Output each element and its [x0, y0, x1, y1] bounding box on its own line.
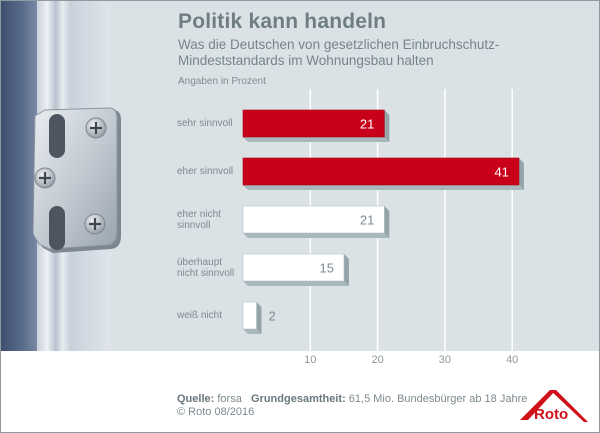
bar-bottom-face-2 [243, 233, 390, 238]
bar-3 [242, 253, 345, 282]
category-label-2: eher nicht sinnvoll [177, 208, 221, 231]
bar-bottom-face-1 [243, 185, 524, 190]
source-value: forsa [217, 393, 242, 405]
bar-value-label-1: 41 [494, 165, 508, 180]
bar-value-label-3: 15 [319, 261, 333, 276]
logo-text: Roto [534, 406, 568, 423]
bar-2 [242, 205, 385, 234]
window-frame [1, 1, 37, 351]
source-label: Quelle: [177, 393, 215, 405]
hinge-icon [33, 107, 121, 253]
bar-value-label-0: 21 [360, 117, 374, 132]
roto-logo: Roto [520, 390, 588, 423]
hinge-photo [1, 1, 121, 351]
category-label-1: eher sinnvoll [177, 166, 234, 177]
bar-1 [242, 157, 520, 186]
bar-bottom-face-0 [243, 137, 390, 142]
category-label-4: weiß nicht [177, 310, 223, 321]
category-label-3: überhaupt nicht sinnvoll [177, 256, 235, 279]
tick-label-10: 10 [304, 354, 317, 366]
footer-source: Quelle: forsa Grundgesamtheit: 61,5 Mio.… [177, 393, 527, 405]
unit-note: Angaben in Prozent [178, 76, 266, 87]
logo-roof-right [550, 390, 588, 422]
chart-subtitle: Was die Deutschen von gesetzlichen Einbr… [178, 37, 558, 69]
bar-value-label-2: 21 [360, 213, 374, 228]
bar-4 [242, 301, 257, 330]
subtitle-line-1: Was die Deutschen von gesetzlichen Einbr… [178, 37, 500, 52]
population-value: 61,5 Mio. Bundesbürger ab 18 Jahre [348, 393, 528, 405]
chart-title: Politik kann handeln [178, 10, 387, 33]
tick-label-40: 40 [506, 354, 519, 366]
bar-value-label-4: 2 [268, 309, 275, 324]
population-label: Grundgesamtheit: [251, 393, 346, 405]
bar-side-face-3 [343, 254, 349, 286]
bar-bottom-face-3 [243, 281, 349, 286]
copyright: © Roto 08/2016 [177, 406, 255, 418]
logo-roof-left [520, 390, 556, 420]
bar-bottom-face-4 [243, 329, 262, 334]
tick-label-30: 30 [438, 354, 452, 366]
bar-0 [242, 109, 385, 138]
category-label-0: sehr sinnvoll [177, 118, 233, 129]
subtitle-line-2: Mindeststandards im Wohnungsbau halten [178, 53, 434, 68]
bar-side-face-0 [384, 110, 390, 142]
tick-label-20: 20 [371, 354, 384, 366]
bar-side-face-4 [256, 302, 262, 334]
bar-side-face-1 [518, 158, 524, 190]
bar-side-face-2 [384, 206, 390, 238]
